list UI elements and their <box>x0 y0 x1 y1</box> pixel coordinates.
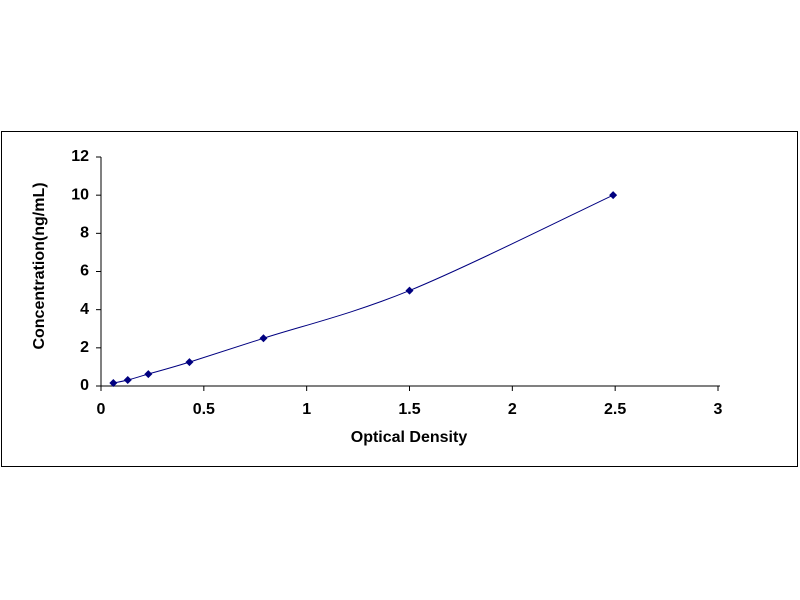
y-tick-label: 8 <box>80 225 89 242</box>
data-point <box>405 286 414 295</box>
y-tick-label: 2 <box>80 339 89 356</box>
x-axis-title: Optical Density <box>351 429 468 446</box>
data-point <box>144 370 153 379</box>
y-tick-label: 10 <box>71 186 89 203</box>
y-tick-label: 6 <box>80 263 89 280</box>
data-point <box>123 376 132 385</box>
x-tick-label: 1.5 <box>398 401 420 418</box>
x-tick-label: 1 <box>302 401 311 418</box>
y-tick-label: 4 <box>80 301 89 318</box>
x-tick-label: 2 <box>508 401 517 418</box>
data-point <box>609 191 618 200</box>
x-tick-label: 0.5 <box>193 401 215 418</box>
y-tick-label: 12 <box>71 148 89 165</box>
x-tick-label: 2.5 <box>604 401 626 418</box>
y-tick-label: 0 <box>80 377 89 394</box>
x-tick-label: 0 <box>97 401 106 418</box>
x-tick-label: 3 <box>714 401 723 418</box>
y-axis-title: Concentration(ng/mL) <box>31 182 48 349</box>
chart-frame <box>1 131 798 467</box>
data-point <box>109 379 118 388</box>
data-point <box>185 358 194 367</box>
data-point <box>259 334 268 343</box>
